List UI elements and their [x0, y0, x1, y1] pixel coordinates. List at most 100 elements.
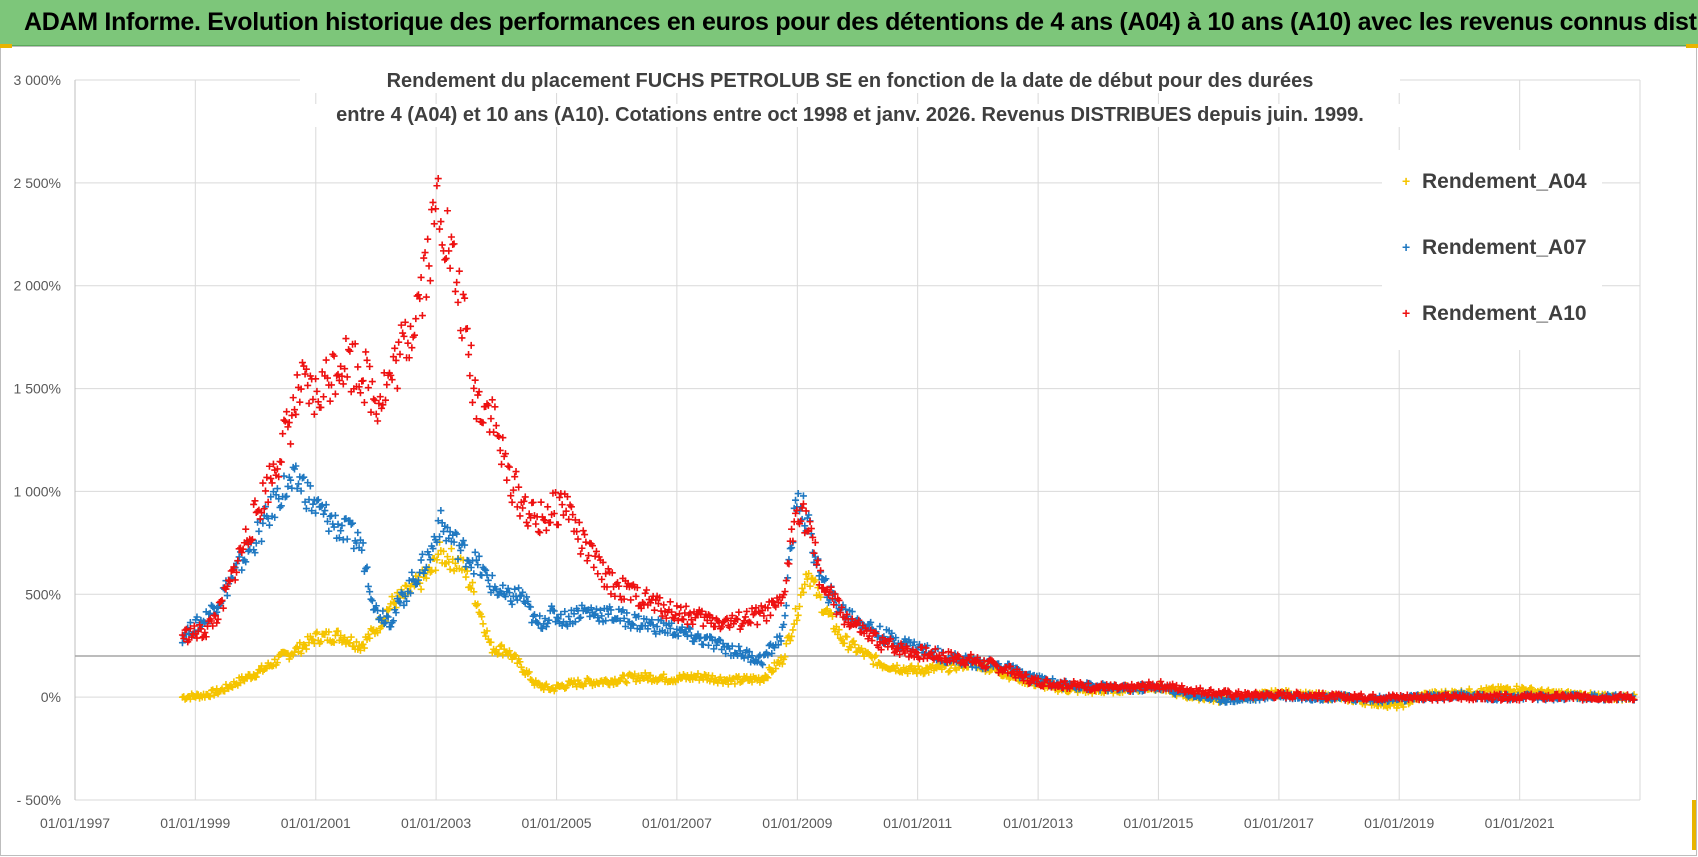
data-point [475, 388, 483, 396]
data-point [677, 603, 685, 611]
data-point [914, 662, 922, 670]
data-point [397, 321, 405, 329]
data-point [529, 498, 537, 506]
data-point [207, 617, 215, 625]
data-point [805, 570, 813, 578]
data-point [763, 673, 771, 681]
data-point [789, 626, 797, 634]
data-point [889, 642, 897, 650]
data-point [848, 608, 856, 616]
data-point [822, 575, 830, 583]
data-point [368, 597, 376, 605]
data-point [679, 616, 687, 624]
data-point [385, 605, 393, 613]
data-point [632, 592, 640, 600]
data-point [511, 585, 519, 593]
data-point [417, 585, 425, 593]
data-point [913, 649, 921, 657]
data-point [871, 653, 879, 661]
data-point [352, 638, 360, 646]
data-point [511, 473, 519, 481]
data-point [314, 496, 322, 504]
data-point [264, 498, 272, 506]
data-point [384, 606, 392, 614]
data-point [530, 611, 538, 619]
data-point [575, 518, 583, 526]
data-point [809, 533, 817, 541]
data-point [863, 627, 871, 635]
data-point [422, 574, 430, 582]
data-point [621, 678, 629, 686]
data-point [387, 623, 395, 631]
series-Rendement_A04 [178, 538, 1638, 712]
data-point [231, 576, 239, 584]
data-point [490, 428, 498, 436]
data-point [624, 579, 632, 587]
data-point [492, 585, 500, 593]
data-point [793, 616, 801, 624]
data-point [516, 658, 524, 666]
data-point [440, 547, 448, 555]
data-point [728, 642, 736, 650]
data-point [759, 675, 767, 683]
data-point [321, 507, 329, 515]
legend-label-a07: Rendement_A07 [1422, 236, 1587, 259]
data-point [817, 567, 825, 575]
data-point [623, 679, 631, 687]
data-point [487, 638, 495, 646]
data-point [561, 608, 569, 616]
data-point [672, 611, 680, 619]
data-point [718, 623, 726, 631]
data-point [471, 548, 479, 556]
data-point [896, 651, 904, 658]
data-point [723, 614, 731, 622]
y-tick-label: 0% [41, 689, 61, 705]
data-point [694, 630, 702, 638]
y-tick-label: 1 500% [14, 381, 61, 397]
data-point [310, 410, 318, 418]
data-point [277, 502, 285, 510]
data-point [574, 676, 582, 684]
data-point [620, 614, 628, 622]
data-point [458, 334, 466, 342]
data-point [794, 490, 802, 498]
data-point [711, 623, 719, 631]
data-point [411, 331, 419, 339]
data-point [496, 446, 504, 454]
data-point [627, 596, 635, 604]
data-point [499, 434, 507, 442]
data-point [383, 381, 391, 389]
data-point [641, 589, 649, 597]
data-point [1580, 691, 1588, 699]
data-point [585, 552, 593, 560]
data-point [792, 509, 800, 517]
data-point [408, 568, 416, 576]
data-point [472, 602, 480, 610]
data-point [527, 603, 535, 611]
data-point [851, 641, 859, 649]
data-point [774, 658, 782, 666]
data-point [451, 529, 459, 537]
x-tick-label: 01/01/1999 [160, 815, 230, 831]
data-point [417, 556, 425, 564]
data-point [483, 627, 491, 635]
data-point [285, 419, 293, 427]
data-point [181, 626, 189, 634]
data-point [747, 619, 755, 627]
data-point [330, 352, 338, 360]
data-point [1331, 695, 1339, 703]
data-point [938, 665, 946, 673]
data-point [1059, 684, 1067, 692]
data-point [467, 563, 475, 571]
data-point [376, 393, 384, 401]
data-point [292, 644, 300, 652]
data-point [450, 538, 458, 546]
data-point [433, 538, 441, 546]
data-point [519, 588, 527, 596]
data-point [331, 511, 339, 519]
data-point [488, 572, 496, 580]
data-point [505, 647, 513, 655]
data-point [301, 498, 309, 506]
data-point [503, 476, 511, 484]
